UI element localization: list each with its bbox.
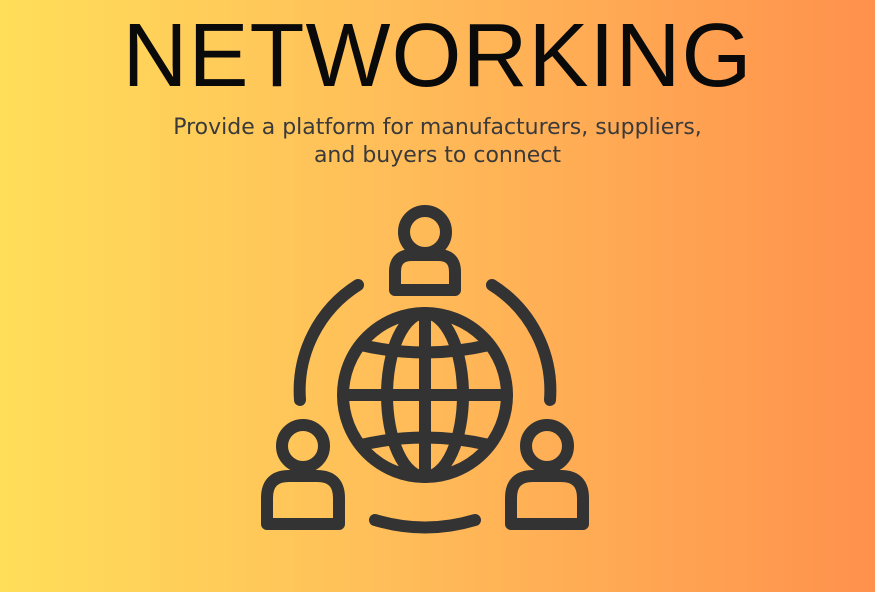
person-left-icon (261, 419, 345, 530)
subtitle-line-1: Provide a platform for manufacturers, su… (173, 115, 702, 140)
person-top-icon (389, 205, 461, 296)
subtitle: Provide a platform for manufacturers, su… (0, 114, 875, 170)
person-right-icon (505, 419, 589, 530)
network-globe-people-icon (255, 200, 595, 540)
subtitle-line-2: and buyers to connect (313, 143, 562, 168)
page-title: NETWORKING (122, 6, 753, 106)
network-illustration (261, 205, 589, 534)
connection-arcs-icon (293, 279, 557, 534)
globe-icon (337, 307, 513, 483)
